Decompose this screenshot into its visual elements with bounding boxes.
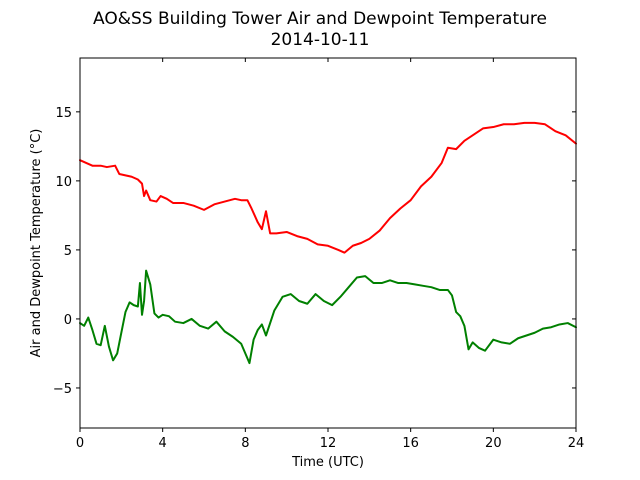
x-axis-ticks: 0 4 8 12 16 20 24 xyxy=(76,58,584,451)
y-tick-label: 15 xyxy=(55,106,72,121)
chart-title: AO&SS Building Tower Air and Dewpoint Te… xyxy=(93,9,547,29)
y-tick-label: 5 xyxy=(64,244,72,259)
y-axis-ticks: −5 0 5 10 15 xyxy=(53,106,576,397)
y-tick-label: 10 xyxy=(55,175,72,190)
x-axis-label: Time (UTC) xyxy=(291,455,364,470)
plot-frame xyxy=(79,57,577,429)
y-tick-label: 0 xyxy=(64,313,72,328)
x-tick-label: 0 xyxy=(76,436,84,451)
series-line-1 xyxy=(79,121,577,254)
x-tick-label: 24 xyxy=(568,436,585,451)
series-line-2 xyxy=(79,269,577,365)
x-tick-label: 20 xyxy=(485,436,502,451)
x-tick-label: 4 xyxy=(159,436,167,451)
x-tick-label: 8 xyxy=(241,436,249,451)
x-tick-label: 16 xyxy=(402,436,419,451)
y-axis-label: Air and Dewpoint Temperature (°C) xyxy=(29,129,44,358)
series-layer xyxy=(79,121,577,365)
chart-subtitle: 2014-10-11 xyxy=(271,30,370,50)
y-tick-label: −5 xyxy=(53,382,72,397)
x-tick-label: 12 xyxy=(320,436,337,451)
